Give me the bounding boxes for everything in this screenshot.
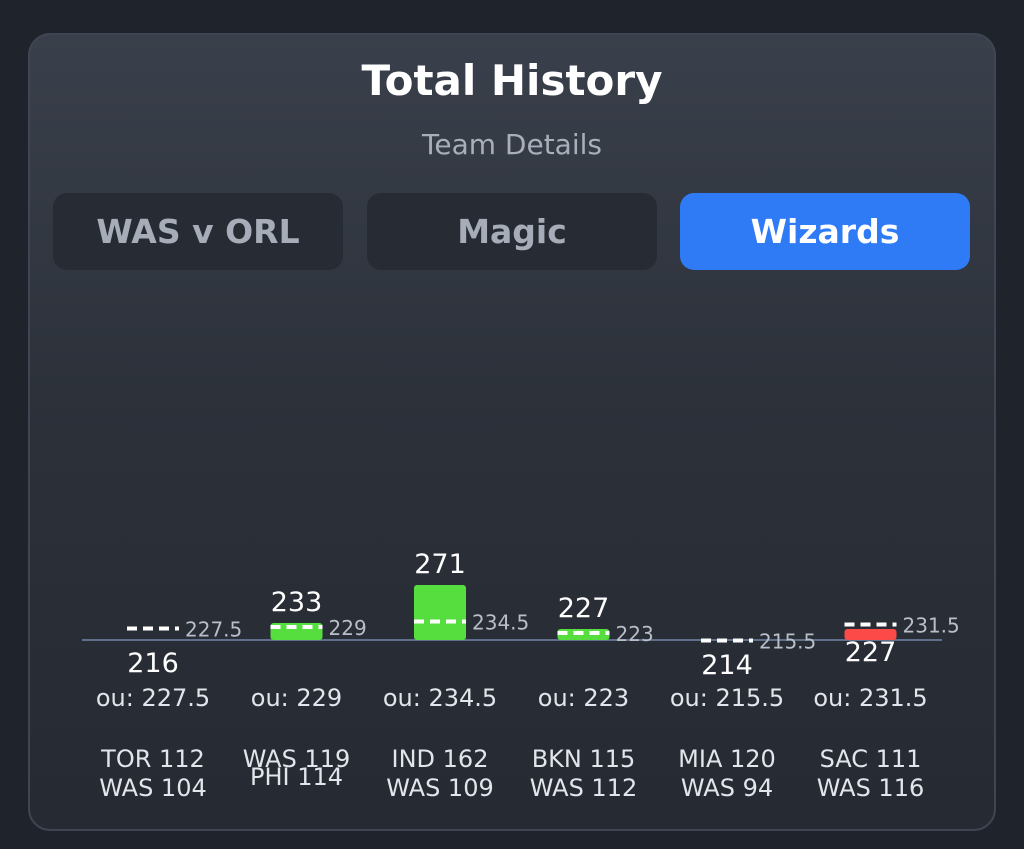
game-score-line1-1: WAS 119 xyxy=(243,745,351,773)
ou-caption-1: ou: 229 xyxy=(251,684,342,712)
ou-caption-0: ou: 227.5 xyxy=(96,684,210,712)
tab-magic[interactable]: Magic xyxy=(367,193,657,270)
bar-5 xyxy=(844,629,897,640)
page-subtitle: Team Details xyxy=(422,128,602,161)
bar-2 xyxy=(414,585,466,640)
ou-value-label-2: 234.5 xyxy=(472,611,529,635)
total-value-label-4: 214 xyxy=(701,650,753,681)
total-value-label-5: 227 xyxy=(845,637,897,668)
ou-value-label-4: 215.5 xyxy=(759,630,816,654)
ou-caption-2: ou: 234.5 xyxy=(383,684,497,712)
game-score-line2-0: WAS 104 xyxy=(99,774,207,802)
total-value-label-2: 271 xyxy=(414,549,466,580)
total-value-label-1: 233 xyxy=(271,587,323,618)
ou-value-label-5: 231.5 xyxy=(903,614,960,638)
ou-caption-4: ou: 215.5 xyxy=(670,684,784,712)
game-score-line2-4: WAS 94 xyxy=(681,774,773,802)
tab-was-v-orl[interactable]: WAS v ORL xyxy=(53,193,343,270)
game-score-line1-5: SAC 111 xyxy=(820,745,922,773)
ou-caption-3: ou: 223 xyxy=(538,684,629,712)
ou-value-label-3: 223 xyxy=(616,622,654,646)
page-title: Total History xyxy=(361,56,663,105)
total-history-card xyxy=(28,33,996,831)
tab-wizards[interactable]: Wizards xyxy=(680,193,970,270)
ou-value-label-0: 227.5 xyxy=(185,618,242,642)
game-score-line2-3: WAS 112 xyxy=(530,774,638,802)
game-score-line1-2: IND 162 xyxy=(392,745,489,773)
game-score-line2-1: PHI 114 xyxy=(250,763,343,791)
total-value-label-0: 216 xyxy=(127,648,179,679)
game-score-line1-0: TOR 112 xyxy=(100,745,205,773)
game-score-line1-4: MIA 120 xyxy=(678,745,776,773)
game-score-line2-5: WAS 116 xyxy=(817,774,925,802)
ou-caption-5: ou: 231.5 xyxy=(813,684,927,712)
total-value-label-3: 227 xyxy=(558,593,610,624)
game-score-line2-2: WAS 109 xyxy=(386,774,494,802)
game-score-line1-3: BKN 115 xyxy=(532,745,636,773)
ou-value-label-1: 229 xyxy=(329,616,367,640)
